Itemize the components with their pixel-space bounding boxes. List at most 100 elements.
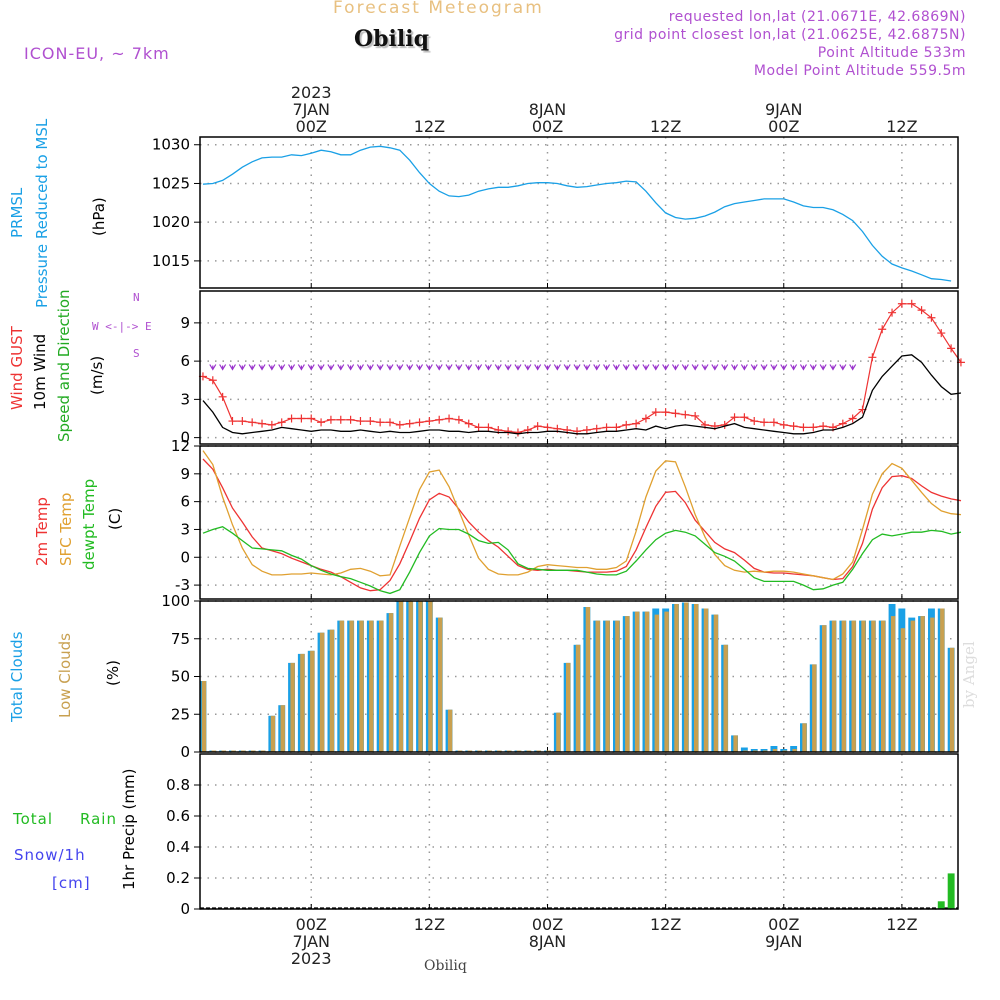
precip-cm-label: [cm] [52, 874, 91, 892]
wind-direction-arrow [593, 364, 601, 371]
wind-direction-arrow [740, 364, 748, 371]
low-cloud-bar [408, 601, 413, 752]
low-cloud-bar [900, 628, 906, 752]
y-tick-label-temperature: 6 [180, 493, 190, 511]
gust-marker [208, 376, 217, 385]
gust-marker [464, 419, 473, 428]
wind-direction-arrow [622, 364, 630, 371]
y-tick-label-clouds: 50 [171, 668, 190, 686]
time-label-top: 8JAN [529, 100, 567, 119]
time-label-bottom: 00Z [768, 915, 799, 934]
gust-marker [691, 411, 700, 420]
gust-marker [228, 417, 237, 426]
station-title: Obiliq [354, 26, 430, 52]
y-tick-label-temperature: 12 [171, 437, 190, 455]
low-cloud-bar [772, 749, 778, 752]
wind-direction-arrow [435, 364, 443, 371]
wind-direction-arrow [376, 364, 384, 371]
gust-marker [513, 428, 522, 437]
low-cloud-bar [940, 608, 945, 752]
model-label: ICON-EU, ~ 7km [24, 44, 170, 63]
time-label-top: 2023 [291, 83, 332, 102]
time-label-top: 7JAN [292, 100, 330, 119]
gust-line [202, 303, 962, 434]
gust-marker [947, 344, 956, 353]
low-cloud-bar [802, 723, 807, 752]
wind-direction-arrow [514, 364, 522, 371]
gust-marker [317, 418, 326, 427]
wind-direction-arrow [819, 364, 827, 371]
low-cloud-bar [792, 749, 797, 752]
gust-marker [917, 306, 926, 315]
gust-marker [592, 424, 601, 433]
wind-direction-arrow [809, 364, 817, 371]
low-cloud-bar [723, 644, 728, 752]
gust-marker [927, 313, 936, 322]
wind-direction-arrow [721, 364, 729, 371]
low-cloud-bar [694, 604, 699, 752]
panel-temperature [194, 445, 962, 599]
gust-marker [385, 418, 394, 427]
gust-marker [533, 422, 542, 431]
low-cloud-bar [438, 617, 443, 752]
low-cloud-bar [634, 611, 640, 752]
wind-direction-arrow [799, 364, 807, 371]
low-cloud-bar [447, 709, 453, 752]
time-label-top: 00Z [768, 117, 799, 136]
requested-coords: requested lon,lat (21.0671E, 42.6869N) [668, 9, 966, 25]
gust-marker [346, 415, 355, 424]
low-cloud-bar [270, 715, 276, 752]
gust-marker [789, 422, 798, 431]
gust-marker [445, 414, 454, 423]
low-cloud-bar [359, 620, 364, 752]
time-label-bottom: 8JAN [529, 932, 567, 951]
point-altitude: Point Altitude 533m [817, 45, 966, 61]
y-tick-label-temperature: 3 [180, 520, 190, 538]
low-cloud-bar [812, 664, 817, 752]
total-cloud-bar [740, 747, 748, 752]
y-tick-label-wind: 6 [180, 352, 190, 370]
low-cloud-bar [575, 644, 581, 752]
panel-wind [194, 291, 965, 444]
low-cloud-bar [388, 613, 394, 752]
time-label-bottom: 00Z [296, 915, 327, 934]
low-cloud-bar [615, 620, 620, 752]
wind-direction-arrow [760, 364, 768, 371]
wind-direction-arrow [632, 364, 640, 371]
low-cloud-bar [319, 632, 325, 752]
y-tick-label-temperature: 0 [180, 548, 190, 566]
low-cloud-bar [949, 647, 955, 752]
wind-direction-arrow [475, 364, 483, 371]
panel-frame-precip [199, 753, 959, 910]
wind-direction-arrow [612, 364, 620, 371]
gust-marker [740, 413, 749, 422]
y-tick-label-wind: 9 [180, 314, 190, 332]
gust-marker [405, 419, 414, 428]
time-label-top: 12Z [886, 117, 917, 136]
time-label-bottom: 7JAN [292, 932, 330, 951]
low-cloud-bar [930, 617, 935, 752]
panel-frame-pressure [199, 136, 959, 289]
low-cloud-bar [290, 662, 295, 752]
wind-direction-arrow [642, 364, 650, 371]
panel-clouds [194, 600, 958, 753]
wind-direction-arrow [534, 364, 542, 371]
gust-marker [484, 423, 493, 432]
gust-marker [838, 419, 847, 428]
y-tick-label-precip: 0.8 [166, 776, 190, 794]
wind-direction-arrow [484, 364, 492, 371]
low-cloud-bar [595, 620, 600, 752]
gust-marker [425, 417, 434, 426]
wind-direction-arrow [681, 364, 689, 371]
wind-direction-arrow [543, 364, 552, 371]
rain-bar [947, 873, 955, 909]
wind-direction-arrow [553, 364, 561, 371]
low-cloud-bar [831, 620, 837, 752]
gust-marker [612, 423, 621, 432]
gust-marker [454, 415, 463, 424]
gust-marker [937, 329, 946, 338]
wind-direction-arrow [563, 364, 571, 371]
wind-direction-arrow [445, 364, 453, 371]
wind-direction-arrow [662, 364, 670, 371]
wind-direction-arrow [849, 364, 857, 371]
